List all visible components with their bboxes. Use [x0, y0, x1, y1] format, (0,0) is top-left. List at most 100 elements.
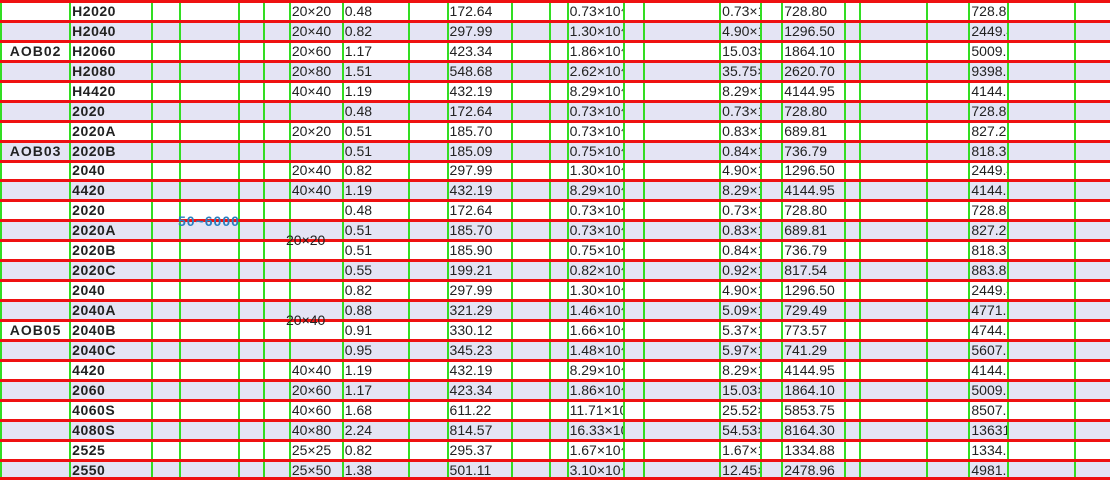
cell-empty	[642, 239, 721, 261]
cell-empty	[510, 438, 551, 461]
cell-empty	[510, 99, 551, 122]
cell-empty	[510, 358, 551, 381]
cell-empty	[759, 338, 783, 361]
cell-wy: 827.20	[968, 119, 1009, 142]
cell-weight: 0.82	[341, 159, 409, 181]
cell-wy: 4144.95	[968, 358, 1009, 381]
cell-empty	[759, 319, 783, 341]
cell-wx: 1864.10	[781, 39, 846, 62]
cell-ix: 1.30×10⁴	[566, 19, 624, 42]
cell-empty	[407, 319, 448, 341]
cell-empty	[549, 179, 568, 201]
cell-empty	[622, 139, 644, 161]
cell-iy: 15.03×10⁴	[719, 39, 761, 62]
cell-empty	[1007, 279, 1076, 301]
cell-empty	[642, 0, 721, 22]
cell-ix: 1.30×10⁴	[566, 279, 624, 301]
cell-ix: 1.48×10⁴	[566, 338, 624, 361]
cell-weight: 0.82	[341, 438, 409, 461]
cell-empty	[642, 219, 721, 241]
cell-empty	[1074, 259, 1110, 281]
cell-empty	[237, 319, 265, 341]
cell-empty	[925, 99, 970, 122]
cell-empty	[925, 438, 970, 461]
cell-empty	[759, 299, 783, 321]
table-row: 2040 20×400.82 297.99 1.30×10⁴ 4.90×10⁴ 1296.…	[0, 159, 1110, 181]
cell-wx: 728.80	[781, 199, 846, 221]
cell-empty	[179, 219, 240, 241]
cell-empty	[858, 79, 927, 102]
cell-group: AOB03	[0, 139, 71, 161]
cell-size: 20×20	[288, 0, 343, 22]
cell-empty	[407, 458, 448, 480]
cell-empty	[1007, 79, 1076, 102]
cell-empty	[1007, 398, 1076, 421]
cell-empty	[642, 139, 721, 161]
table-row: H2040 20×400.82 297.99 1.30×10⁴ 4.90×10⁴ 1296…	[0, 19, 1110, 42]
cell-empty	[925, 378, 970, 401]
cell-ix: 11.71×10⁴	[566, 398, 624, 421]
cell-ix: 0.82×10⁴	[566, 259, 624, 281]
cell-empty	[844, 0, 860, 22]
cell-area: 423.34	[446, 39, 512, 62]
cell-area: 432.19	[446, 79, 512, 102]
cell-empty	[407, 59, 448, 82]
cell-empty	[263, 179, 290, 201]
cell-wx: 728.80	[781, 99, 846, 122]
cell-empty	[925, 259, 970, 281]
cell-empty	[237, 378, 265, 401]
cell-empty	[1007, 219, 1076, 241]
table-bottom-border	[0, 477, 1110, 480]
cell-group: AOB05	[0, 319, 71, 341]
cell-empty	[1007, 139, 1076, 161]
cell-empty	[407, 239, 448, 261]
cell-empty	[407, 39, 448, 62]
cell-empty	[1007, 99, 1076, 122]
table-row: 4420 40×401.19 432.19 8.29×10⁴ 8.29×10⁴ 4144.…	[0, 179, 1110, 201]
cell-weight: 0.95	[341, 338, 409, 361]
cell-wy: 2449.45	[968, 19, 1009, 42]
cell-empty	[150, 59, 181, 82]
cell-empty	[1074, 398, 1110, 421]
cell-group	[0, 199, 71, 221]
cell-empty	[858, 239, 927, 261]
cell-wx: 773.57	[781, 319, 846, 341]
cell-empty	[407, 79, 448, 102]
cell-model: 2020A	[69, 219, 152, 241]
cell-empty	[925, 139, 970, 161]
cell-empty	[642, 159, 721, 181]
cell-empty	[179, 179, 240, 201]
cell-empty	[150, 279, 181, 301]
cell-empty	[759, 179, 783, 201]
cell-iy: 0.73×10⁴	[719, 99, 761, 122]
cell-empty	[407, 99, 448, 122]
cell-empty	[263, 99, 290, 122]
cell-empty	[179, 438, 240, 461]
cell-empty	[263, 139, 290, 161]
cell-iy: 0.73×10⁴	[719, 199, 761, 221]
cell-empty	[407, 338, 448, 361]
cell-wx: 741.29	[781, 338, 846, 361]
cell-group	[0, 418, 71, 441]
cell-empty	[844, 39, 860, 62]
cell-empty	[237, 139, 265, 161]
cell-empty	[179, 99, 240, 122]
cell-empty	[622, 458, 644, 480]
cell-empty	[150, 358, 181, 381]
cell-empty	[407, 139, 448, 161]
cell-model: H4420	[69, 79, 152, 102]
cell-empty	[510, 319, 551, 341]
cell-size: 40×40	[288, 79, 343, 102]
cell-empty	[759, 279, 783, 301]
cell-empty	[1007, 119, 1076, 142]
cell-empty	[622, 159, 644, 181]
cell-empty	[1074, 358, 1110, 381]
cell-empty	[844, 199, 860, 221]
cell-model: H2020	[69, 0, 152, 22]
cell-empty	[858, 39, 927, 62]
cell-empty	[150, 458, 181, 480]
cell-model: 2040C	[69, 338, 152, 361]
cell-empty	[844, 219, 860, 241]
cell-empty	[844, 99, 860, 122]
